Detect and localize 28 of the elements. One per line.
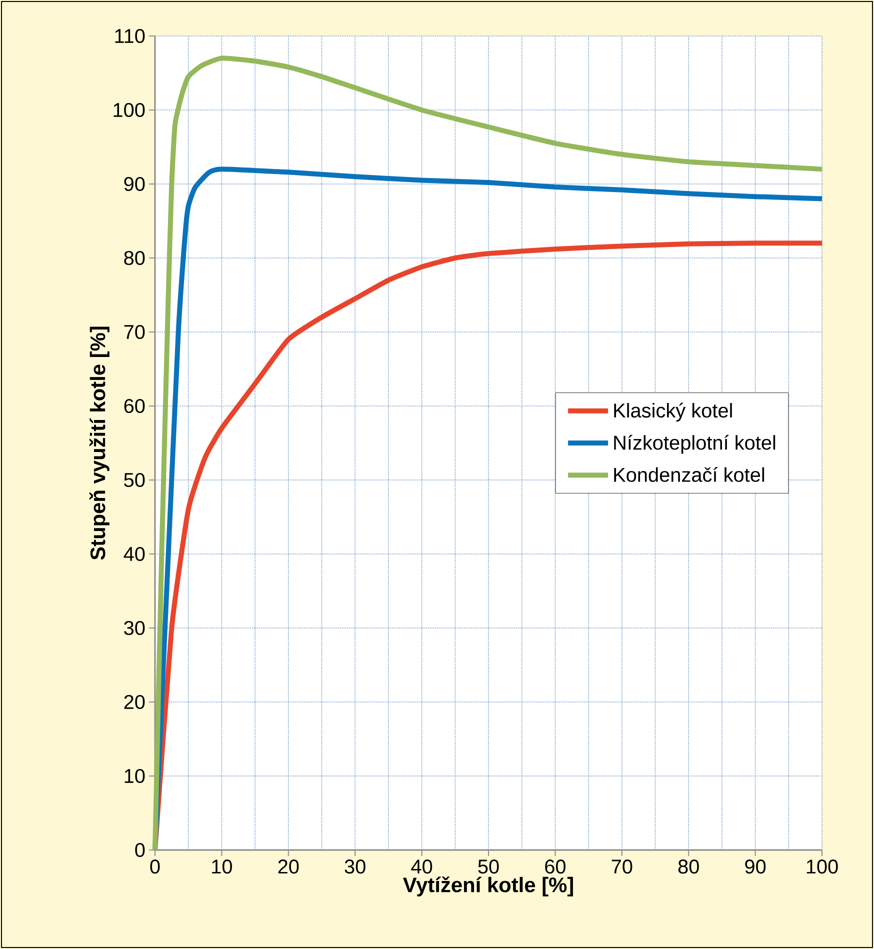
x-tick-label: 90	[745, 860, 766, 874]
y-tick-label: 100	[114, 102, 145, 118]
y-tick-label: 70	[124, 324, 145, 340]
y-tick-label: 110	[115, 28, 145, 44]
x-tick-label: 80	[678, 860, 699, 874]
x-tick-label: 70	[612, 860, 632, 874]
y-tick-label: 0	[135, 842, 145, 858]
y-tick-label: 60	[124, 398, 145, 414]
legend-label: Klasický kotel	[614, 402, 732, 422]
y-tick-label: 10	[124, 768, 145, 784]
y-tick-label: 40	[124, 546, 145, 562]
x-tick-label: 10	[212, 860, 232, 874]
x-tick-label: 40	[411, 860, 432, 874]
y-tick-label: 80	[124, 250, 145, 266]
y-tick-label: 90	[124, 176, 145, 192]
x-tick-label: 20	[278, 860, 299, 874]
x-tick-label: 30	[344, 860, 366, 874]
x-axis-title: Vytížení kotle [%]	[403, 876, 573, 896]
y-tick-label: 20	[124, 694, 145, 710]
y-tick-label: 50	[124, 472, 145, 488]
y-tick-label: 30	[124, 620, 145, 636]
x-tick-label: 50	[478, 860, 499, 874]
y-axis-title: Stupeň využití kotle [%]	[89, 326, 110, 560]
x-tick-label: 0	[150, 860, 160, 874]
legend-label: Kondenzačí kotel	[614, 467, 764, 482]
x-tick-label: 100	[806, 860, 838, 874]
x-tick-label: 60	[545, 860, 566, 874]
legend-label: Nízkoteplotní kotel	[614, 434, 776, 454]
